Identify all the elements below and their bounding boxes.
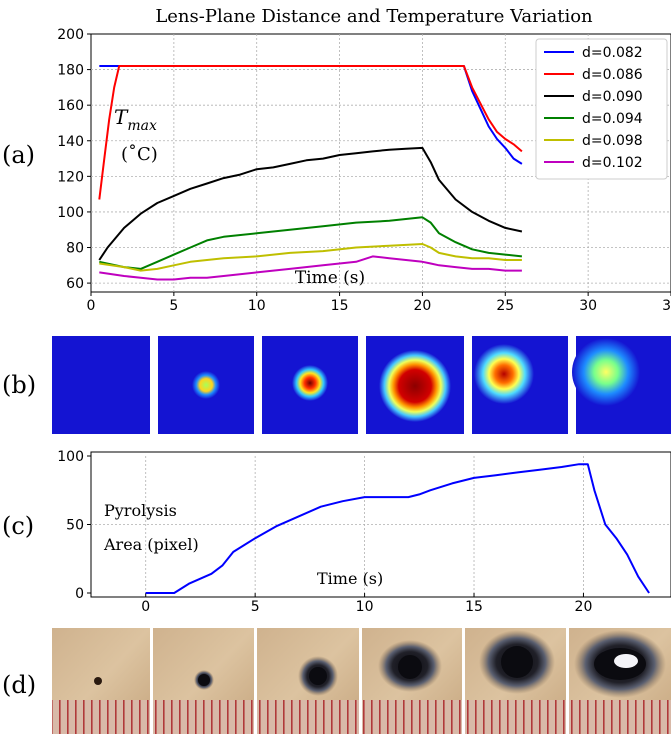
- chart-a-ylabel-main: Tmax: [114, 105, 157, 134]
- chart-a-xtick-label-4: 20: [414, 298, 432, 314]
- chart-c-xtick-label-1: 5: [251, 599, 260, 615]
- thermal-image-2: [158, 336, 254, 434]
- chart-a-xtick-label-1: 5: [169, 298, 178, 314]
- chart-a-legend-label-1: d=0.086: [582, 67, 643, 83]
- photo-5: [465, 628, 566, 734]
- photo-strip: [52, 628, 671, 734]
- photo-3: [257, 628, 359, 734]
- thermal-image-3: [262, 336, 358, 434]
- chart-a-xtick-label-3: 15: [331, 298, 349, 314]
- chart-a-series-lines: [98, 65, 523, 281]
- chart-a-ytick-label-5: 160: [57, 98, 84, 114]
- panel-a-label: (a): [2, 141, 35, 169]
- chart-a-ytick-label-0: 60: [66, 276, 84, 292]
- chart-a-legend-label-5: d=0.102: [582, 155, 643, 171]
- chart-a-legend-label-4: d=0.098: [582, 133, 643, 149]
- chart-a-series-2: [98, 146, 523, 261]
- chart-a-ylabel-unit: (˚C): [121, 143, 158, 165]
- chart-a-ytick-label-4: 140: [57, 134, 84, 150]
- chart-c-plot-area: 0 5 10 15 20 0 50 100 Pyrolysis Area (pixel) Ti…: [57, 449, 671, 615]
- panel-d-label: (d): [2, 671, 36, 699]
- photo-4: [362, 628, 462, 734]
- chart-a-series-4: [99, 243, 522, 272]
- chart-c-series-lines: [145, 463, 650, 594]
- chart-c-xtick-label-0: 0: [141, 599, 150, 615]
- chart-a-ticks: 0 5 10 15 20 25 30 35 60 80 100 120 140 160 180 200: [57, 27, 671, 314]
- chart-a-xtick-label-2: 10: [248, 298, 266, 314]
- chart-a-xtick-label-0: 0: [87, 298, 96, 314]
- chart-a-series-5: [99, 255, 522, 281]
- chart-a-series-1: [98, 65, 523, 200]
- chart-c-ytick-label-1: 50: [66, 518, 84, 534]
- chart-a-xtick-label-6: 30: [579, 298, 597, 314]
- chart-a-legend-label-0: d=0.082: [582, 45, 643, 61]
- chart-a-plot-area: 0 5 10 15 20 25 30 35 60 80 100 120 140 160 180 200 Tim…: [57, 27, 671, 314]
- panel-b-label: (b): [2, 371, 36, 399]
- chart-a-title: Lens-Plane Distance and Temperature Vari…: [155, 6, 593, 27]
- chart-c-xtick-label-4: 20: [575, 599, 593, 615]
- chart-c-ylabel-line1: Pyrolysis: [104, 501, 177, 520]
- chart-c-xlabel: Time (s): [317, 569, 383, 588]
- chart-a-xtick-label-5: 25: [496, 298, 514, 314]
- chart-a-grid: [91, 34, 671, 292]
- photo-6: [569, 628, 671, 734]
- chart-a-ylabel-subscript: max: [127, 118, 157, 134]
- chart-a-ytick-label-1: 80: [66, 241, 84, 257]
- chart-c-ylabel-line2: Area (pixel): [103, 535, 199, 554]
- chart-c-xtick-label-3: 15: [465, 599, 483, 615]
- thermal-image-strip: [52, 336, 671, 434]
- chart-c-series-0: [145, 463, 650, 594]
- chart-a-legend: d=0.082 d=0.086 d=0.090 d=0.094 d=0.098 d=0.1…: [535, 38, 668, 180]
- chart-a-ytick-label-3: 120: [57, 169, 84, 185]
- photo-2: [153, 628, 254, 734]
- chart-a-xtick-label-7: 35: [662, 298, 671, 314]
- chart-c-xtick-label-2: 10: [356, 599, 374, 615]
- chart-c-ytick-label-2: 100: [57, 449, 84, 465]
- thermal-image-4: [366, 336, 464, 434]
- chart-a-ytick-label-7: 200: [57, 27, 84, 43]
- chart-c-ticks: 0 5 10 15 20 0 50 100: [57, 449, 592, 615]
- chart-a-legend-label-2: d=0.090: [582, 89, 643, 105]
- chart-c-grid: [91, 456, 671, 593]
- thermal-image-1: [52, 336, 150, 434]
- thermal-image-5: [472, 336, 568, 434]
- chart-a-legend-label-3: d=0.094: [582, 111, 643, 127]
- photo-1: [52, 628, 150, 734]
- chart-a-ylabel-symbol: T: [114, 105, 129, 129]
- chart-a-xlabel: Time (s): [295, 268, 365, 288]
- chart-a-ytick-label-2: 100: [57, 205, 84, 221]
- thermal-image-6: [572, 336, 671, 434]
- chart-a-series-3: [99, 216, 523, 270]
- panel-c-label: (c): [2, 512, 34, 540]
- chart-a-ytick-label-6: 180: [57, 63, 84, 79]
- chart-c-ytick-label-0: 0: [75, 586, 84, 602]
